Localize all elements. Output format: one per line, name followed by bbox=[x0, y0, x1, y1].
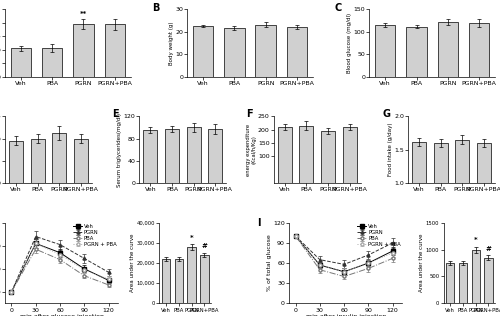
Bar bbox=[144, 130, 158, 183]
Bar bbox=[74, 138, 88, 183]
Bar bbox=[52, 133, 66, 183]
Bar bbox=[434, 143, 448, 251]
Y-axis label: energy expenditure
(Kcal/h/Kg): energy expenditure (Kcal/h/Kg) bbox=[246, 124, 256, 176]
Text: #: # bbox=[486, 246, 492, 252]
X-axis label: min after glucose injection: min after glucose injection bbox=[20, 314, 103, 316]
Y-axis label: % of total glucose: % of total glucose bbox=[267, 235, 272, 291]
Y-axis label: Area under the curve: Area under the curve bbox=[420, 234, 424, 292]
Bar bbox=[287, 27, 307, 77]
Legend: Veh, PGRN, PBA, PGRN + PBA: Veh, PGRN, PBA, PGRN + PBA bbox=[356, 224, 402, 247]
Bar bbox=[477, 143, 491, 251]
Bar bbox=[256, 25, 276, 77]
Bar bbox=[30, 138, 44, 183]
Y-axis label: Blood glucose (mg/dl): Blood glucose (mg/dl) bbox=[347, 13, 352, 73]
Bar bbox=[412, 142, 426, 251]
Y-axis label: Body weight (g): Body weight (g) bbox=[168, 21, 173, 65]
Bar bbox=[375, 25, 396, 77]
Bar bbox=[193, 26, 213, 77]
Y-axis label: Food intake (g/day): Food intake (g/day) bbox=[388, 123, 393, 176]
Text: #: # bbox=[202, 243, 207, 249]
Bar bbox=[42, 48, 62, 77]
Bar bbox=[469, 23, 490, 77]
Bar bbox=[484, 258, 492, 303]
Bar bbox=[342, 127, 356, 183]
Bar bbox=[458, 263, 467, 303]
Bar bbox=[165, 129, 179, 183]
Bar bbox=[74, 24, 94, 77]
Bar bbox=[174, 259, 183, 303]
Text: E: E bbox=[112, 109, 118, 119]
Y-axis label: Area under the curve: Area under the curve bbox=[130, 234, 136, 292]
Bar bbox=[10, 48, 31, 77]
Bar bbox=[9, 141, 23, 183]
Text: *: * bbox=[474, 237, 478, 243]
Bar bbox=[446, 263, 454, 303]
Text: **: ** bbox=[80, 11, 87, 17]
Bar bbox=[300, 125, 314, 183]
Y-axis label: Serum triglycerides(mg/dl): Serum triglycerides(mg/dl) bbox=[117, 113, 122, 187]
Text: *: * bbox=[190, 235, 194, 241]
Bar bbox=[188, 247, 196, 303]
Text: B: B bbox=[152, 3, 160, 13]
Bar bbox=[186, 127, 200, 183]
Bar bbox=[104, 24, 125, 77]
Bar bbox=[224, 28, 244, 77]
Bar bbox=[438, 22, 458, 77]
X-axis label: min after insulin injection: min after insulin injection bbox=[306, 314, 386, 316]
Text: F: F bbox=[246, 109, 252, 119]
Bar bbox=[472, 250, 480, 303]
Legend: Veh, PGRN, PBA, PGRN + PBA: Veh, PGRN, PBA, PGRN + PBA bbox=[72, 224, 117, 247]
Text: C: C bbox=[334, 3, 342, 13]
Bar bbox=[321, 131, 335, 183]
Bar bbox=[162, 259, 170, 303]
Bar bbox=[278, 127, 292, 183]
Bar bbox=[200, 255, 208, 303]
Bar bbox=[406, 27, 426, 77]
Bar bbox=[456, 140, 469, 251]
Bar bbox=[208, 129, 222, 183]
Text: I: I bbox=[258, 218, 261, 228]
Text: G: G bbox=[382, 109, 390, 119]
